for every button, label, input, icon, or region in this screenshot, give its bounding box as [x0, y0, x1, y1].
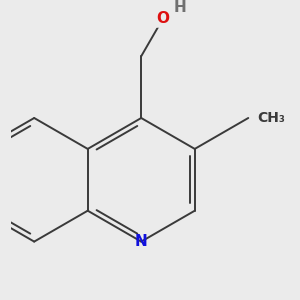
Text: CH₃: CH₃: [257, 111, 285, 125]
Text: O: O: [156, 11, 170, 26]
Text: N: N: [135, 234, 148, 249]
Text: H: H: [174, 0, 187, 15]
